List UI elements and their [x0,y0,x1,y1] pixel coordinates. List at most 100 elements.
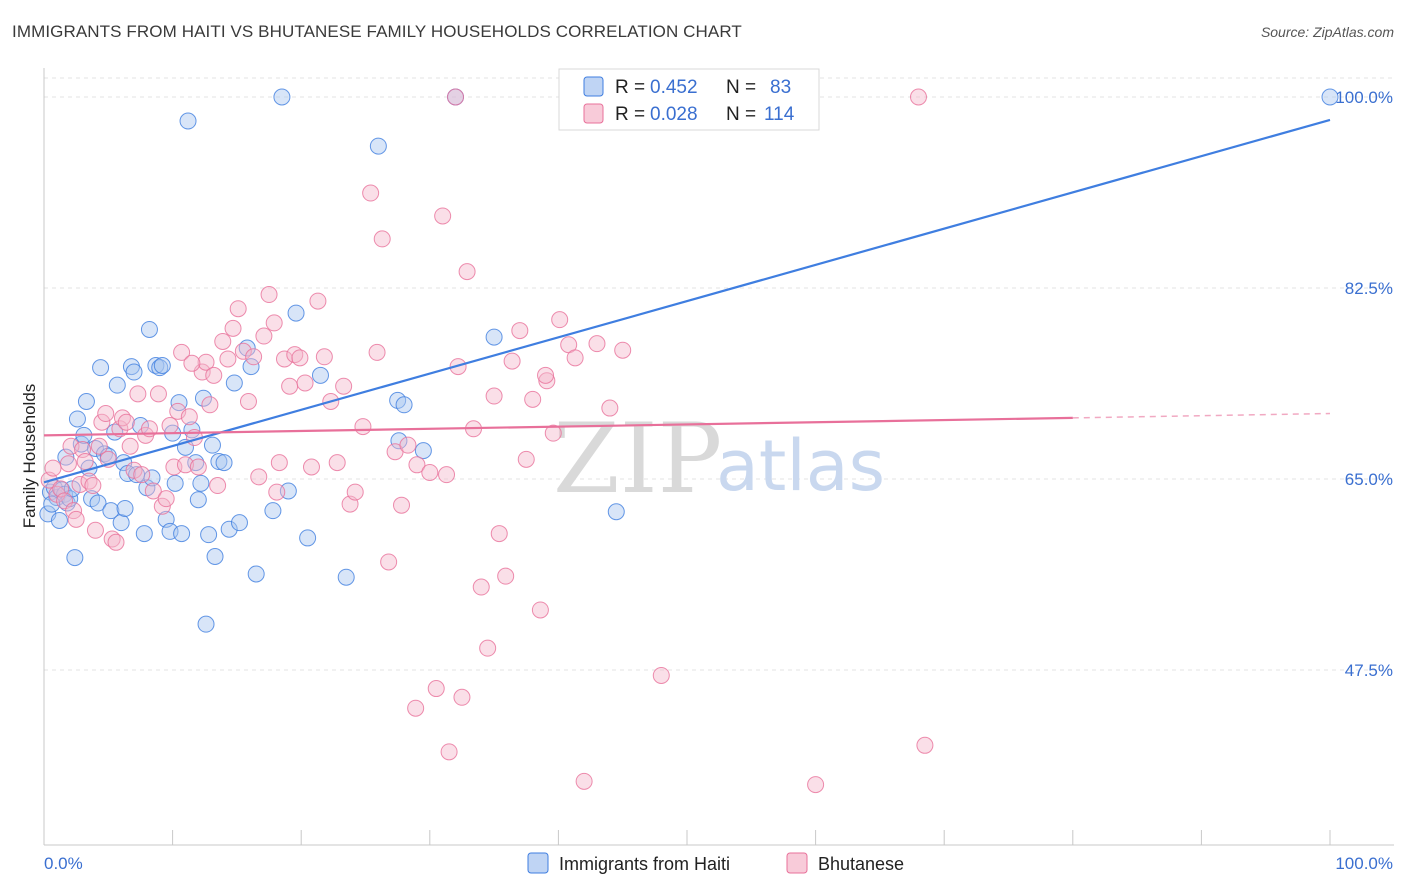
point-bhutanese [209,477,227,495]
point-haiti [206,547,224,565]
point-haiti [414,442,432,460]
legend-r-label-haiti: R = [615,77,645,98]
point-bhutanese [427,680,445,698]
point-bhutanese [440,743,458,761]
point-bhutanese [335,377,353,395]
x-tick-label-min: 0.0% [44,854,83,873]
legend: R = 0.452 N = 83 R = 0.028 N = 114 [558,68,820,131]
point-bhutanese [250,468,268,486]
bottom-legend-label-haiti: Immigrants from Haiti [559,854,730,874]
point-bhutanese [315,348,333,366]
point-haiti [287,304,305,322]
point-haiti [77,393,95,411]
point-bhutanese [201,396,219,414]
point-bhutanese [214,332,232,350]
legend-n-label-bhutanese: N = [726,104,756,125]
point-haiti [68,410,86,428]
point-bhutanese [309,292,327,310]
point-haiti [66,549,84,567]
point-bhutanese [531,601,549,619]
point-bhutanese [517,450,535,468]
bottom-legend: Immigrants from Haiti Bhutanese [527,852,904,874]
point-bhutanese [239,393,257,411]
point-haiti [230,514,248,532]
point-bhutanese [84,477,102,495]
point-bhutanese [86,521,104,539]
point-haiti [135,525,153,543]
point-bhutanese [807,776,825,794]
y-tick-labels: 47.5% 65.0% 82.5% 100.0% [1335,88,1393,680]
legend-swatch-haiti [583,76,604,97]
point-bhutanese [111,420,129,438]
point-bhutanese [183,354,201,372]
trend-line-haiti [43,118,1331,484]
point-bhutanese [229,300,247,318]
bottom-legend-label-bhutanese: Bhutanese [818,854,904,874]
point-haiti [337,568,355,586]
point-bhutanese [121,437,139,455]
point-bhutanese [652,666,670,684]
point-haiti [203,436,221,454]
point-haiti [390,432,408,450]
point-bhutanese [219,350,237,368]
point-bhutanese [153,497,171,515]
point-bhutanese [380,553,398,571]
y-tick-label: 82.5% [1345,279,1393,298]
point-bhutanese [421,463,439,481]
point-haiti [395,396,413,414]
point-haiti [170,394,188,412]
data-points [39,88,1339,794]
watermark-atlas: atlas [716,425,885,507]
point-bhutanese [434,207,452,225]
point-bhutanese [125,461,143,479]
point-haiti [247,565,265,583]
legend-r-value-haiti: 0.452 [650,77,698,98]
legend-r-value-bhutanese: 0.028 [650,104,698,125]
bottom-legend-swatch-bhutanese [786,852,808,874]
point-bhutanese [245,348,263,366]
point-haiti [197,615,215,633]
point-bhutanese [189,458,207,476]
point-bhutanese [286,346,304,364]
point-bhutanese [205,366,223,384]
point-haiti [140,320,158,338]
watermark: ZIP atlas [553,403,885,515]
point-bhutanese [67,510,85,528]
point-bhutanese [490,525,508,543]
point-bhutanese [71,475,89,493]
point-bhutanese [524,390,542,408]
point-bhutanese [368,343,386,361]
grid-lines [44,77,1394,671]
point-bhutanese [296,374,314,392]
point-bhutanese [614,341,632,359]
point-bhutanese [107,533,125,551]
point-haiti [151,359,169,377]
point-bhutanese [255,327,273,345]
point-bhutanese [90,437,108,455]
point-bhutanese [538,372,556,390]
point-haiti [200,526,218,544]
point-bhutanese [503,352,521,370]
point-bhutanese [234,342,252,360]
point-haiti [108,376,126,394]
point-bhutanese [260,286,278,304]
point-bhutanese [472,578,490,596]
point-bhutanese [268,483,286,501]
point-bhutanese [511,322,529,340]
point-bhutanese [265,314,283,332]
y-tick-label: 47.5% [1345,661,1393,680]
axes [43,68,1394,846]
point-bhutanese [544,424,562,442]
point-haiti [210,453,228,471]
point-bhutanese [373,230,391,248]
point-bhutanese [133,466,151,484]
y-axis-title: Family Households [20,384,39,529]
point-haiti [89,494,107,512]
y-tick-label: 65.0% [1345,470,1393,489]
point-bhutanese [346,483,364,501]
point-haiti [264,502,282,520]
point-bhutanese [354,418,372,436]
point-bhutanese [176,456,194,474]
point-bhutanese [537,366,555,384]
